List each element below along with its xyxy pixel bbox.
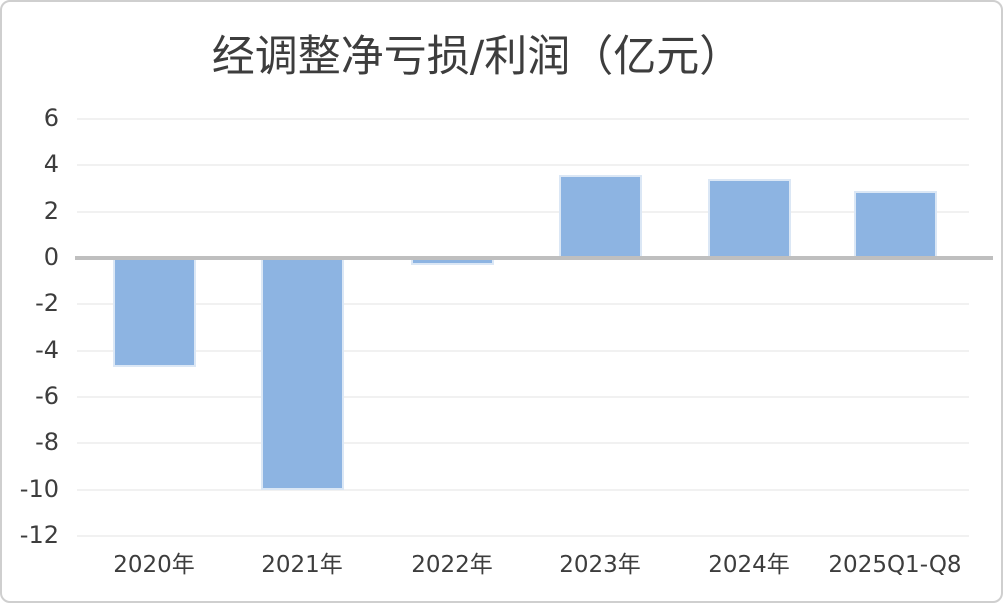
bar-2021年 bbox=[261, 258, 344, 490]
bar-2025Q1-Q8 bbox=[854, 191, 937, 258]
gridline-6 bbox=[77, 118, 969, 120]
y-tick-label-0: 0 bbox=[43, 243, 59, 271]
x-tick-label-2024年: 2024年 bbox=[708, 552, 790, 578]
x-tick-label-2023年: 2023年 bbox=[559, 552, 641, 578]
chart-title: 经调整净亏损/利润（亿元） bbox=[211, 32, 743, 82]
x-axis-zero-line bbox=[75, 256, 993, 260]
gridline--4 bbox=[77, 350, 969, 352]
y-tick-label--8: -8 bbox=[35, 428, 59, 456]
y-tick-label-6: 6 bbox=[43, 104, 59, 132]
bar-2023年 bbox=[559, 175, 642, 258]
gridline--6 bbox=[77, 396, 969, 398]
gridline--12 bbox=[77, 535, 969, 537]
gridline--8 bbox=[77, 442, 969, 444]
y-tick-label--12: -12 bbox=[19, 521, 59, 549]
y-tick-label-2: 2 bbox=[43, 197, 59, 225]
gridline-2 bbox=[77, 211, 969, 213]
gridline-4 bbox=[77, 164, 969, 166]
x-tick-label-2020年: 2020年 bbox=[113, 552, 195, 578]
y-tick-label-4: 4 bbox=[43, 150, 59, 178]
y-tick-label--2: -2 bbox=[35, 289, 59, 317]
y-tick-label--6: -6 bbox=[35, 382, 59, 410]
y-tick-label--4: -4 bbox=[35, 336, 59, 364]
x-tick-label-2021年: 2021年 bbox=[261, 552, 343, 578]
y-tick-label--10: -10 bbox=[19, 475, 59, 503]
gridline--2 bbox=[77, 303, 969, 305]
bar-2024年 bbox=[708, 179, 791, 258]
bar-2020年 bbox=[113, 258, 196, 367]
x-tick-label-2022年: 2022年 bbox=[411, 552, 493, 578]
gridline--10 bbox=[77, 489, 969, 491]
x-tick-label-2025Q1-Q8: 2025Q1-Q8 bbox=[828, 552, 962, 578]
